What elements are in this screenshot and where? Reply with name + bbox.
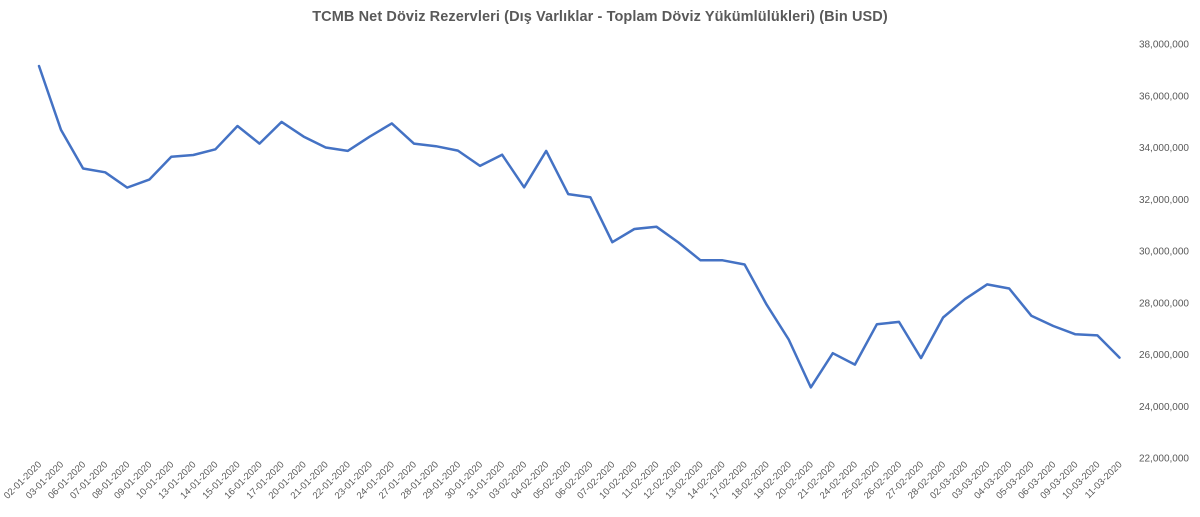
y-tick-label: 28,000,000 [1139,298,1189,309]
y-axis-ticks: 38,000,000 36,000,000 34,000,000 32,000,000… [1139,40,1189,465]
y-tick-label: 34,000,000 [1139,143,1189,154]
y-tick-label: 24,000,000 [1139,402,1189,413]
y-tick-label: 26,000,000 [1139,350,1189,361]
series-line [37,64,1121,389]
y-tick-label: 36,000,000 [1139,91,1189,102]
y-tick-label: 38,000,000 [1139,40,1189,51]
x-axis-ticks: 02-01-202003-01-202006-01-202007-01-2020… [2,459,1125,501]
y-tick-label: 22,000,000 [1139,454,1189,465]
y-tick-label: 30,000,000 [1139,247,1189,258]
chart-title: TCMB Net Döviz Rezervleri (Dış Varlıklar… [312,9,888,25]
y-tick-label: 32,000,000 [1139,195,1189,206]
